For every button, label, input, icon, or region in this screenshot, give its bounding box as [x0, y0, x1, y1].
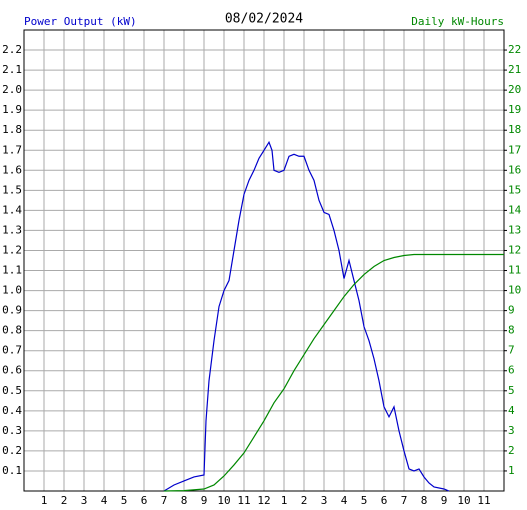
y2-axis-label: Daily kW-Hours: [411, 15, 504, 28]
y-tick-label: 1.6: [2, 163, 22, 176]
x-tick-label: 8: [181, 494, 188, 507]
x-tick-label: 5: [361, 494, 368, 507]
y-tick-label: 0.3: [2, 424, 22, 437]
y2-tick-label: 6: [508, 364, 515, 377]
y2-tick-label: 14: [508, 203, 522, 216]
y-tick-label: 0.8: [2, 324, 22, 337]
y-tick-label: 0.2: [2, 444, 22, 457]
y2-tick-label: 16: [508, 163, 521, 176]
x-tick-label: 6: [141, 494, 148, 507]
y-tick-label: 1.3: [2, 223, 22, 236]
y2-tick-label: 22: [508, 43, 521, 56]
y-tick-label: 1.4: [2, 203, 22, 216]
y2-tick-label: 2: [508, 444, 515, 457]
data-line: [163, 140, 450, 492]
y2-tick-label: 19: [508, 103, 521, 116]
x-tick-label: 9: [201, 494, 208, 507]
y-tick-label: 1.2: [2, 243, 22, 256]
x-tick-label: 5: [121, 494, 128, 507]
y-tick-label: 1.5: [2, 183, 22, 196]
y-tick-label: 2.1: [2, 63, 22, 76]
y-tick-label: 2.0: [2, 83, 22, 96]
y2-tick-label: 10: [508, 284, 521, 297]
y2-tick-label: 5: [508, 384, 515, 397]
y-tick-label: 2.2: [2, 43, 22, 56]
y2-tick-label: 13: [508, 223, 521, 236]
x-tick-label: 2: [301, 494, 308, 507]
x-tick-label: 2: [61, 494, 68, 507]
y2-tick-label: 8: [508, 324, 515, 337]
x-tick-label: 9: [441, 494, 448, 507]
y2-tick-label: 17: [508, 143, 521, 156]
y2-tick-label: 1: [508, 464, 515, 477]
y-tick-label: 1.0: [2, 284, 22, 297]
y2-tick-label: 7: [508, 344, 515, 357]
x-tick-label: 3: [81, 494, 88, 507]
y-tick-label: 0.9: [2, 304, 22, 317]
y-tick-label: 0.6: [2, 364, 22, 377]
y2-tick-label: 21: [508, 63, 521, 76]
chart-title: 08/02/2024: [225, 12, 303, 27]
y2-tick-label: 3: [508, 424, 515, 437]
x-tick-label: 7: [401, 494, 408, 507]
y-tick-label: 1.8: [2, 123, 22, 136]
data-line: [163, 253, 504, 492]
y-tick-label: 0.7: [2, 344, 22, 357]
y-tick-label: 0.5: [2, 384, 22, 397]
x-tick-label: 8: [421, 494, 428, 507]
x-tick-label: 10: [457, 494, 470, 507]
y-axis-label: Power Output (kW): [24, 15, 137, 28]
y2-tick-label: 20: [508, 83, 521, 96]
y-tick-label: 1.9: [2, 103, 22, 116]
x-tick-label: 1: [281, 494, 288, 507]
x-tick-label: 7: [161, 494, 168, 507]
y-tick-label: 0.4: [2, 404, 22, 417]
y-tick-label: 1.1: [2, 264, 22, 277]
x-tick-label: 10: [217, 494, 230, 507]
x-tick-label: 4: [101, 494, 108, 507]
y-tick-label: 1.7: [2, 143, 22, 156]
x-tick-label: 3: [321, 494, 328, 507]
x-tick-label: 12: [257, 494, 270, 507]
y2-tick-label: 15: [508, 183, 521, 196]
y2-tick-label: 11: [508, 264, 521, 277]
y2-tick-label: 18: [508, 123, 521, 136]
y-tick-label: 0.1: [2, 464, 22, 477]
x-tick-label: 11: [477, 494, 490, 507]
y2-tick-label: 4: [508, 404, 515, 417]
x-tick-label: 6: [381, 494, 388, 507]
y2-tick-label: 12: [508, 243, 521, 256]
x-tick-label: 4: [341, 494, 348, 507]
y2-tick-label: 9: [508, 304, 515, 317]
x-tick-label: 11: [237, 494, 250, 507]
plot-frame: [23, 29, 505, 492]
x-tick-label: 1: [41, 494, 48, 507]
